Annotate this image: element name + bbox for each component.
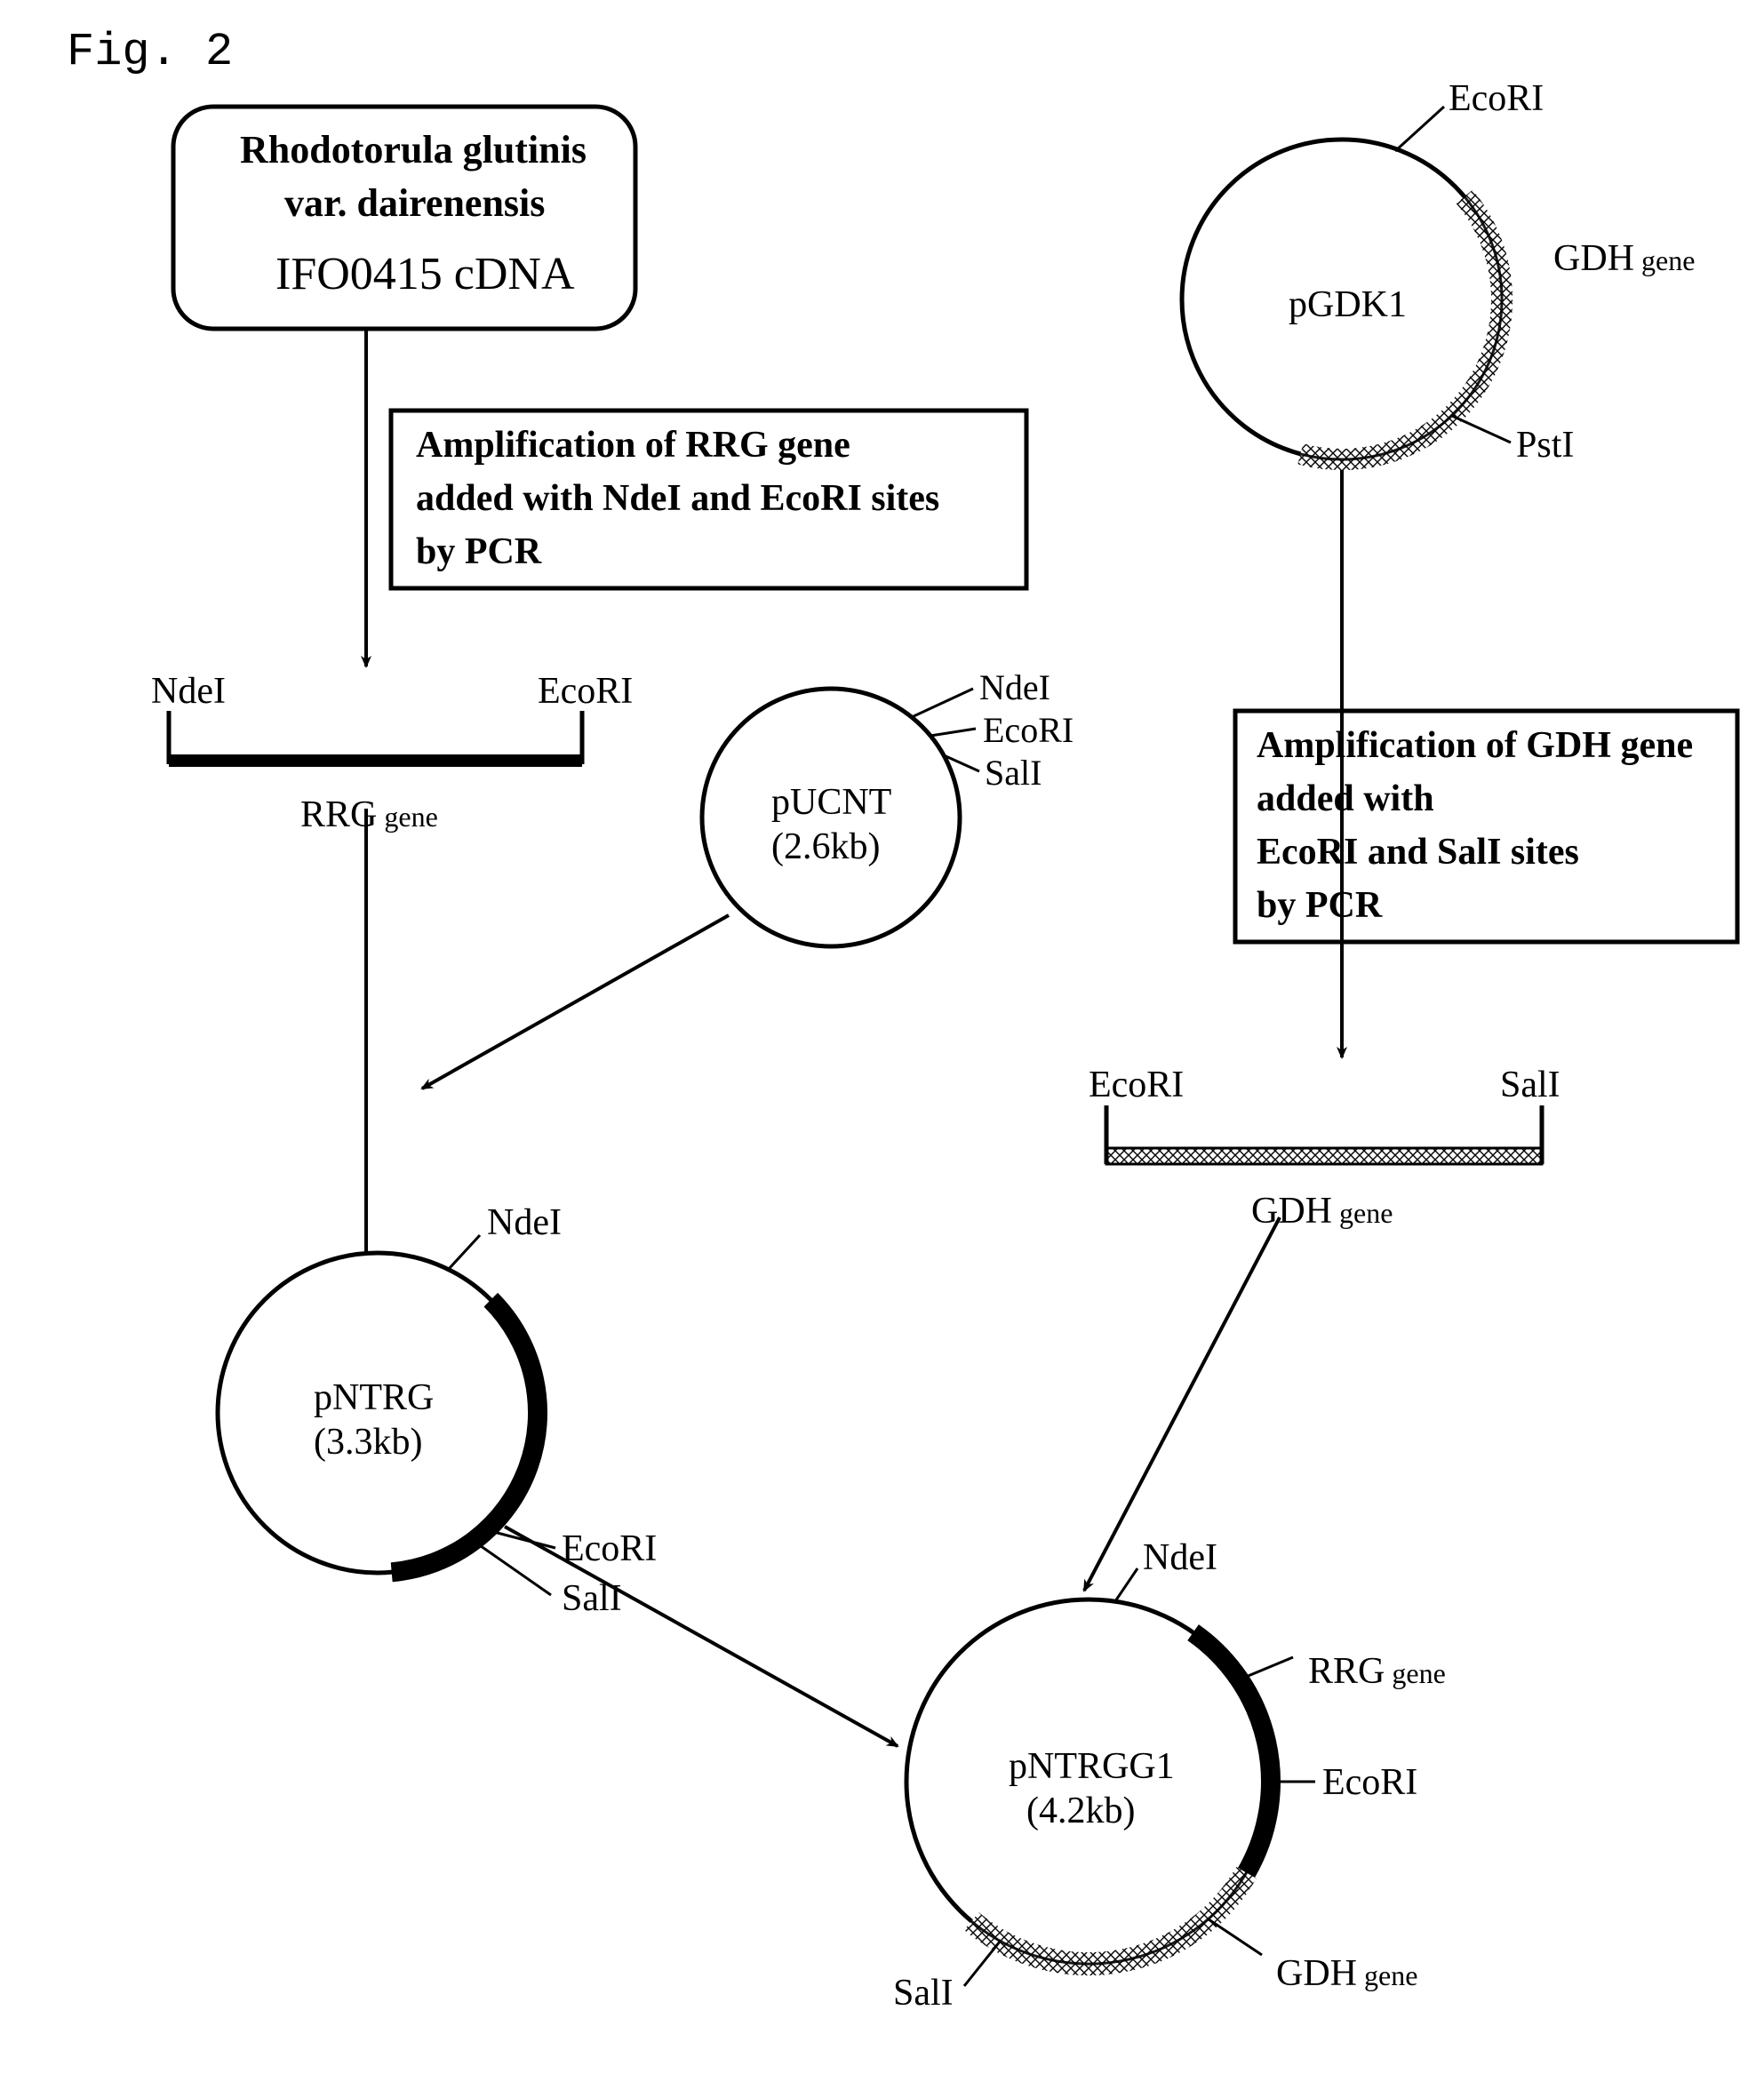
pntrgg1-size: (4.2kb) [1026, 1791, 1135, 1831]
rrg-amp-line3: by PCR [416, 531, 541, 572]
pntrg-ecori: EcoRI [562, 1528, 657, 1569]
pgdk1-ecori: EcoRI [1449, 78, 1544, 119]
gdh-fragment [1106, 1105, 1542, 1164]
pgdk1-psti: PstI [1516, 425, 1574, 466]
rrg-frag-gene: RRG gene [293, 778, 438, 835]
gdh-frag-left: EcoRI [1089, 1065, 1184, 1105]
pucnt-sali: SalI [985, 754, 1042, 793]
figure-caption: Fig. 2 [67, 27, 233, 77]
diagram-canvas [0, 0, 1764, 2082]
cdna-line2: var. dairenensis [284, 182, 545, 225]
gdh-amp-line2: added with [1257, 778, 1434, 819]
pgdk1-gdh-name: GDH [1553, 238, 1634, 279]
cdna-line3: IFO0415 cDNA [275, 249, 575, 299]
pntrg-sali: SalI [562, 1578, 622, 1619]
arrow-pucnt-branch [422, 915, 729, 1089]
gdh-gene-name: GDH [1251, 1191, 1332, 1232]
rrg-gene-suffix: gene [377, 801, 437, 833]
rrg-fragment [169, 711, 582, 764]
cdna-line1: Rhodotorula glutinis [240, 129, 587, 172]
pucnt-ndei: NdeI [979, 668, 1050, 707]
pgdk1-gdh: GDH gene [1546, 222, 1695, 279]
rrg-amp-line1: Amplification of RRG gene [416, 425, 850, 466]
gdh-gene-suffix: gene [1332, 1197, 1393, 1229]
pntrgg1-ecori: EcoRI [1322, 1762, 1417, 1803]
pntrgg1-rrg: RRG gene [1301, 1635, 1446, 1692]
pucnt-size: (2.6kb) [771, 826, 880, 867]
gdh-frag-right: SalI [1500, 1065, 1560, 1105]
pntrg-size: (3.3kb) [314, 1422, 422, 1463]
rrg-gene-name: RRG [300, 794, 377, 835]
pntrgg1-gdh-name: GDH [1276, 1953, 1357, 1994]
rrg-frag-right: EcoRI [538, 671, 633, 712]
rrg-amp-line2: added with NdeI and EcoRI sites [416, 478, 939, 519]
gdh-frag-gene: GDH gene [1244, 1175, 1393, 1232]
pgdk1-gdh-suffix: gene [1634, 244, 1695, 276]
rrg-frag-left: NdeI [151, 671, 226, 712]
gdh-amp-line3: EcoRI and SalI sites [1257, 832, 1579, 873]
pntrgg1-name: pNTRGG1 [1009, 1746, 1175, 1787]
pntrgg1-gdh: GDH gene [1269, 1937, 1417, 1994]
gdh-amp-line1: Amplification of GDH gene [1257, 725, 1693, 766]
plasmid-pgdk1 [1182, 107, 1511, 459]
pucnt-ecori: EcoRI [983, 711, 1074, 750]
gdh-amp-line4: by PCR [1257, 885, 1382, 926]
pucnt-name: pUCNT [771, 782, 891, 823]
arrow-gdh-to-final [1084, 1217, 1280, 1591]
pntrg-ndei: NdeI [487, 1202, 562, 1243]
pntrgg1-rrg-name: RRG [1308, 1651, 1385, 1692]
pntrgg1-sali: SalI [893, 1973, 954, 2014]
pntrgg1-rrg-suffix: gene [1385, 1657, 1445, 1689]
pntrgg1-gdh-suffix: gene [1357, 1959, 1417, 1991]
pntrgg1-ndei: NdeI [1143, 1537, 1217, 1578]
pgdk1-name: pGDK1 [1289, 284, 1407, 325]
pntrg-name: pNTRG [314, 1377, 434, 1418]
